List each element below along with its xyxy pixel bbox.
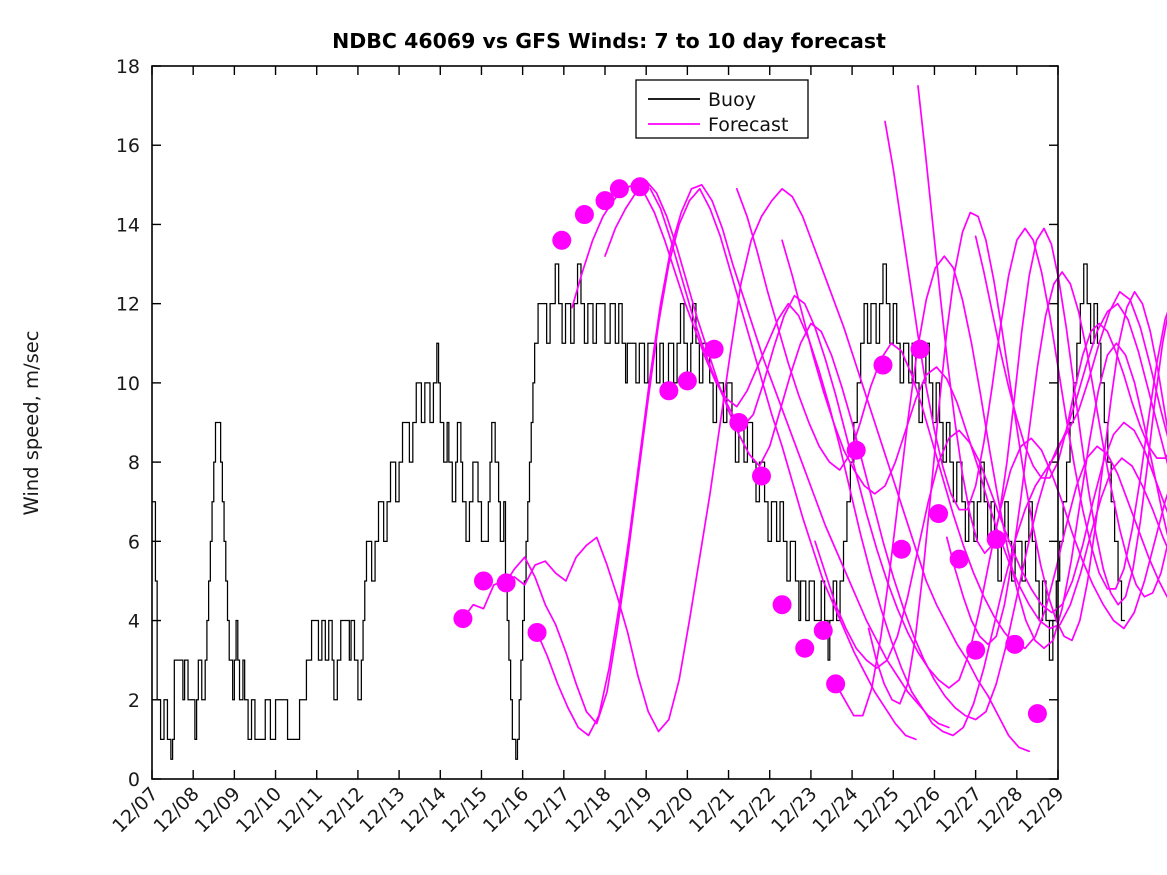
y-tick-label-4: 4: [128, 611, 140, 633]
verification-marker-12: [729, 413, 749, 432]
chart-title: NDBC 46069 vs GFS Winds: 7 to 10 day for…: [332, 29, 886, 53]
verification-marker-24: [966, 640, 986, 660]
series-line-forecast-1: [503, 187, 917, 741]
series-line-forecast-6: [735, 187, 1167, 650]
series-line-forecast-8: [814, 421, 1167, 669]
verification-marker-15: [795, 638, 815, 658]
verification-marker-23: [949, 549, 969, 569]
y-tick-label-6: 6: [128, 531, 140, 553]
verification-marker-11: [704, 339, 724, 359]
verification-marker-10: [677, 371, 697, 391]
series-line-buoy: [152, 263, 1125, 760]
verification-marker-7: [609, 179, 629, 199]
series-line-forecast-4: [604, 180, 1167, 721]
legend-box: [635, 79, 809, 139]
series-line-forecast-12: [917, 84, 1167, 606]
series-line-forecast-5: [649, 187, 1167, 689]
verification-marker-5: [574, 205, 594, 225]
data-series-group: [152, 84, 1167, 760]
y-tick-label-2: 2: [128, 690, 140, 712]
plot-frame: [151, 65, 1059, 780]
verification-marker-20: [892, 539, 912, 559]
series-line-forecast-7: [781, 239, 1167, 630]
legend-label-buoy: Buoy: [708, 89, 756, 111]
verification-marker-3: [527, 622, 547, 642]
y-tick-label-16: 16: [116, 135, 140, 157]
verification-marker-13: [751, 466, 771, 486]
verification-markers-group: [453, 177, 1047, 724]
verification-marker-14: [772, 595, 792, 615]
series-line-forecast-0: [462, 187, 1031, 753]
verification-marker-9: [659, 381, 679, 401]
verification-marker-21: [910, 339, 930, 359]
legend-label-forecast: Forecast: [708, 114, 788, 136]
series-line-forecast-10: [867, 211, 1167, 705]
y-axis-label: Wind speed, m/sec: [20, 331, 43, 516]
series-line-forecast-2: [536, 183, 950, 737]
y-axis-ticks: 0 2 4 6 8 10 12 14 16 18: [116, 56, 1058, 791]
verification-marker-27: [1027, 704, 1047, 724]
y-tick-label-0: 0: [128, 769, 140, 791]
verification-marker-25: [986, 529, 1006, 549]
legend[interactable]: Buoy Forecast: [635, 79, 809, 139]
verification-marker-22: [929, 504, 949, 524]
verification-marker-17: [826, 674, 846, 694]
y-tick-label-14: 14: [116, 214, 140, 236]
verification-marker-6: [595, 191, 615, 211]
series-line-forecast-9: [834, 255, 1167, 717]
series-line-forecast-11: [884, 120, 1167, 590]
verification-marker-18: [846, 440, 866, 460]
y-tick-label-18: 18: [116, 56, 140, 78]
verification-marker-16: [813, 620, 833, 640]
verification-marker-1: [474, 571, 494, 591]
verification-marker-19: [873, 355, 893, 375]
y-tick-label-10: 10: [116, 373, 140, 395]
verification-marker-8: [630, 177, 650, 197]
series-line-forecast-13: [945, 271, 1167, 646]
y-tick-label-8: 8: [128, 452, 140, 474]
series-line-forecast-14: [974, 235, 1167, 479]
verification-marker-4: [552, 230, 572, 250]
verification-marker-26: [1005, 634, 1025, 654]
verification-marker-2: [496, 573, 516, 593]
y-tick-label-12: 12: [116, 294, 140, 316]
verification-marker-0: [453, 609, 473, 629]
